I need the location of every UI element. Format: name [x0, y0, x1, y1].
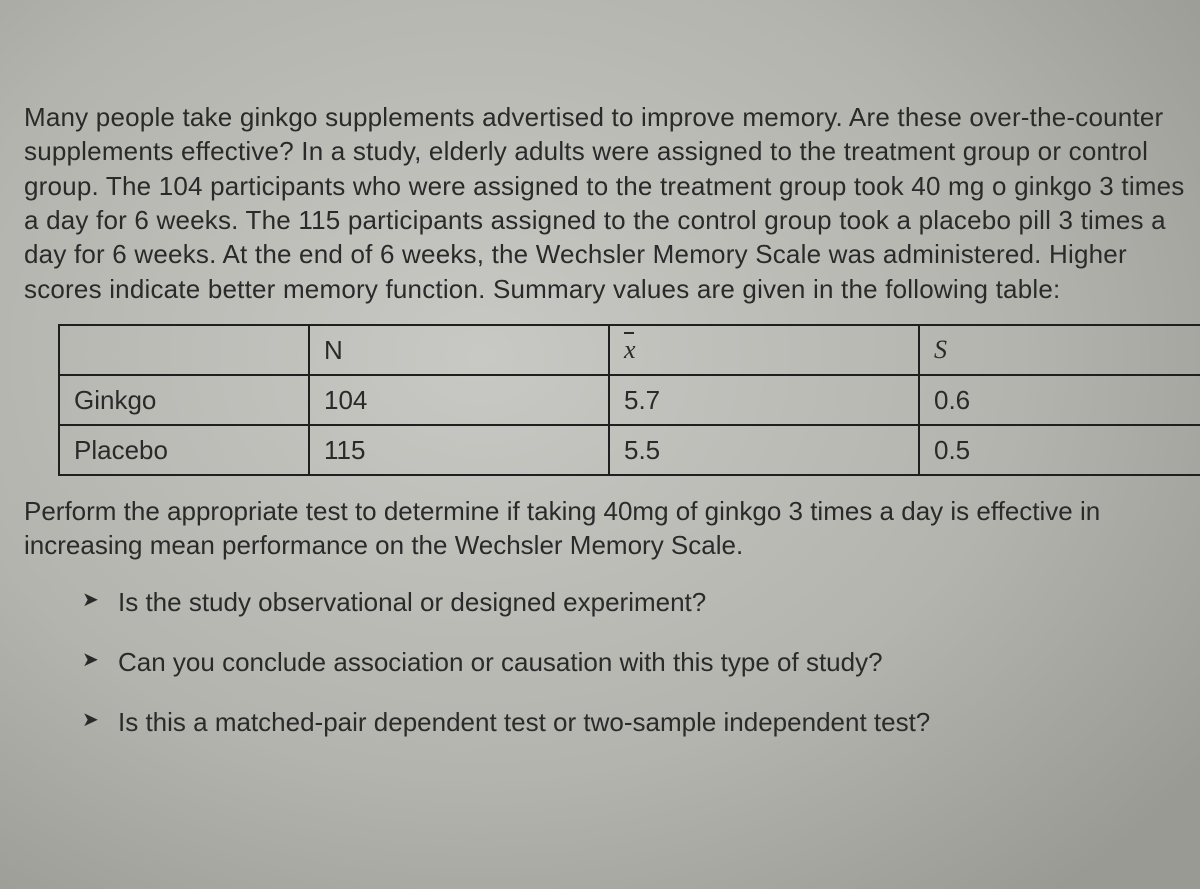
table-row: Placebo 115 5.5 0.5: [59, 425, 1200, 475]
row-s: 0.5: [919, 425, 1200, 475]
header-n: N: [309, 325, 609, 375]
xbar-symbol: x: [624, 332, 636, 367]
row-s: 0.6: [919, 375, 1200, 425]
row-xbar: 5.5: [609, 425, 919, 475]
list-item: Is this a matched-pair dependent test or…: [82, 705, 1200, 739]
table-header-row: N x S: [59, 325, 1200, 375]
row-label: Ginkgo: [59, 375, 309, 425]
instruction-paragraph: Perform the appropriate test to determin…: [24, 494, 1200, 563]
s-symbol: S: [934, 335, 947, 364]
question-list: Is the study observational or designed e…: [24, 585, 1200, 740]
summary-table: N x S Ginkgo 104 5.7 0.6 Placebo 115 5.5…: [58, 324, 1200, 476]
list-item: Is the study observational or designed e…: [82, 585, 1200, 619]
header-xbar: x: [609, 325, 919, 375]
row-label: Placebo: [59, 425, 309, 475]
header-s: S: [919, 325, 1200, 375]
intro-paragraph: Many people take ginkgo supplements adve…: [24, 100, 1200, 306]
table-row: Ginkgo 104 5.7 0.6: [59, 375, 1200, 425]
header-blank: [59, 325, 309, 375]
row-n: 104: [309, 375, 609, 425]
list-item: Can you conclude association or causatio…: [82, 645, 1200, 679]
row-xbar: 5.7: [609, 375, 919, 425]
row-n: 115: [309, 425, 609, 475]
